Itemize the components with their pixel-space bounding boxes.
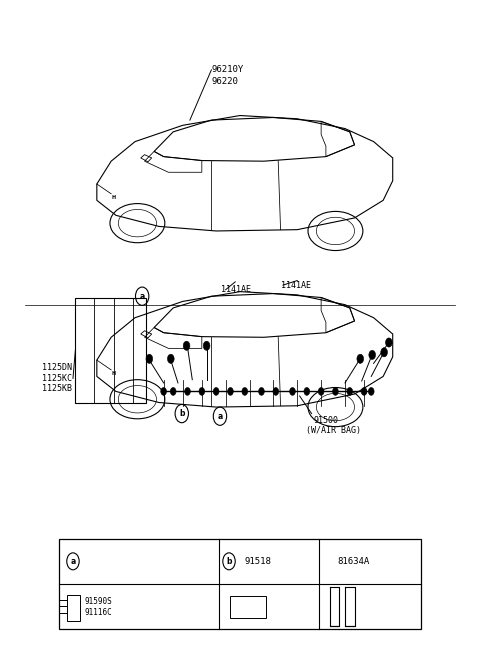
Bar	[59, 539, 421, 629]
Bar	[230, 596, 266, 618]
Circle shape	[361, 388, 367, 396]
Circle shape	[333, 388, 338, 396]
Circle shape	[242, 388, 248, 396]
Text: a: a	[140, 291, 145, 301]
Text: 96210Y: 96210Y	[211, 66, 244, 75]
Text: H: H	[111, 371, 116, 376]
Circle shape	[203, 341, 210, 350]
Bar	[75, 298, 146, 403]
Circle shape	[161, 388, 167, 396]
Circle shape	[304, 388, 310, 396]
Circle shape	[170, 388, 176, 396]
Text: b: b	[226, 557, 232, 566]
Circle shape	[146, 354, 153, 364]
Circle shape	[347, 388, 353, 396]
Circle shape	[385, 338, 392, 347]
Circle shape	[289, 388, 295, 396]
Text: b: b	[179, 409, 184, 418]
Text: 91500: 91500	[314, 416, 339, 424]
Circle shape	[273, 388, 279, 396]
Text: 91518: 91518	[245, 557, 272, 566]
Text: 81634A: 81634A	[338, 557, 370, 566]
Text: H: H	[111, 195, 116, 200]
Circle shape	[368, 388, 374, 396]
Text: 1141AE: 1141AE	[281, 280, 311, 290]
Circle shape	[199, 388, 204, 396]
Text: 1125KB: 1125KB	[42, 384, 72, 393]
Circle shape	[213, 388, 219, 396]
Text: 1141AE: 1141AE	[221, 285, 251, 294]
Text: 1125KC: 1125KC	[42, 374, 72, 383]
Text: a: a	[71, 557, 75, 566]
Circle shape	[183, 341, 190, 350]
Text: 91590S: 91590S	[85, 597, 113, 606]
Text: 91116C: 91116C	[85, 608, 113, 618]
Circle shape	[357, 354, 364, 364]
Circle shape	[369, 350, 375, 360]
Circle shape	[185, 388, 191, 396]
Bar	[67, 595, 80, 621]
Circle shape	[318, 388, 324, 396]
Circle shape	[168, 354, 174, 364]
Text: (W/AIR BAG): (W/AIR BAG)	[306, 426, 361, 435]
Circle shape	[381, 348, 387, 357]
Text: 1125DN: 1125DN	[42, 364, 72, 373]
Text: a: a	[217, 412, 223, 421]
Circle shape	[259, 388, 264, 396]
Text: 96220: 96220	[211, 77, 238, 86]
Circle shape	[228, 388, 233, 396]
